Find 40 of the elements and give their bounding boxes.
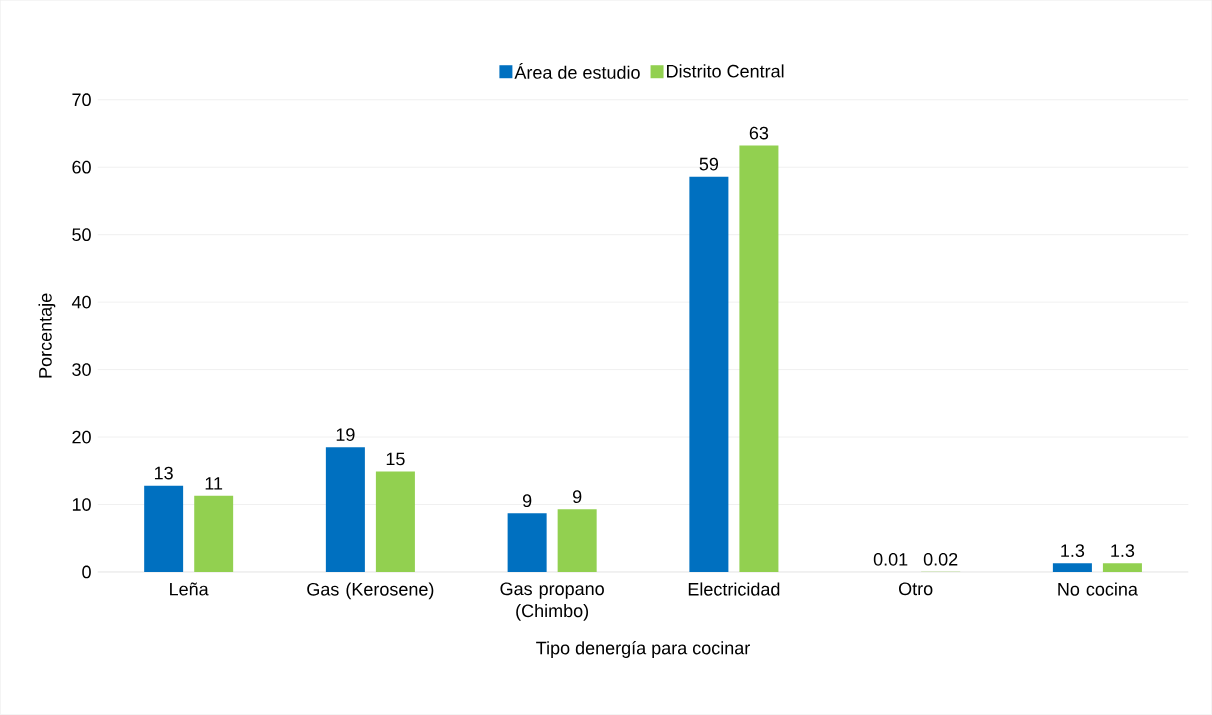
data-label: 1.3 [1061, 544, 1085, 558]
x-tick-label: Leña [170, 582, 209, 596]
bar [557, 509, 597, 573]
bar [739, 145, 779, 573]
x-axis-title: Tipo denergía para cocinar [536, 641, 750, 659]
bar [194, 495, 234, 573]
y-tick-label: 20 [72, 430, 91, 444]
x-tick-label: Gas (Kerosene) [307, 582, 434, 600]
bar [1052, 563, 1092, 573]
data-label: 15 [386, 452, 405, 466]
bar [689, 176, 729, 573]
bar [507, 513, 547, 573]
data-label: 63 [749, 126, 769, 140]
y-axis-title: Porcentaje [38, 293, 56, 378]
data-label: 0.01 [873, 553, 908, 566]
x-tick-label: Electricidad [688, 582, 780, 596]
y-tick-label: 30 [72, 363, 91, 377]
data-label: 11 [205, 477, 223, 490]
x-tick-label: No cocina [1058, 582, 1138, 596]
y-tick-label: 0 [82, 565, 91, 579]
y-tick-label: 10 [72, 498, 91, 512]
data-label: 19 [336, 428, 355, 442]
data-label: 1.3 [1111, 544, 1135, 558]
y-tick-label: 50 [72, 228, 91, 242]
x-tick-label: Gas propano (Chimbo) [500, 582, 604, 621]
bar [1102, 563, 1142, 573]
bar [325, 447, 365, 573]
bar [144, 485, 184, 573]
legend-label: Distrito Central [667, 64, 784, 78]
data-label: 59 [699, 157, 719, 171]
x-tick-label: Otro [899, 582, 933, 596]
y-tick-label: 60 [72, 160, 91, 174]
bar [375, 471, 415, 573]
data-label: 9 [522, 494, 532, 508]
y-tick-label: 40 [71, 295, 91, 309]
data-label: 13 [154, 466, 173, 480]
data-label: 9 [572, 490, 582, 504]
data-label: 0.02 [923, 553, 958, 566]
y-tick-label: 70 [72, 93, 91, 107]
legend-label: Área de estudio [514, 63, 640, 79]
